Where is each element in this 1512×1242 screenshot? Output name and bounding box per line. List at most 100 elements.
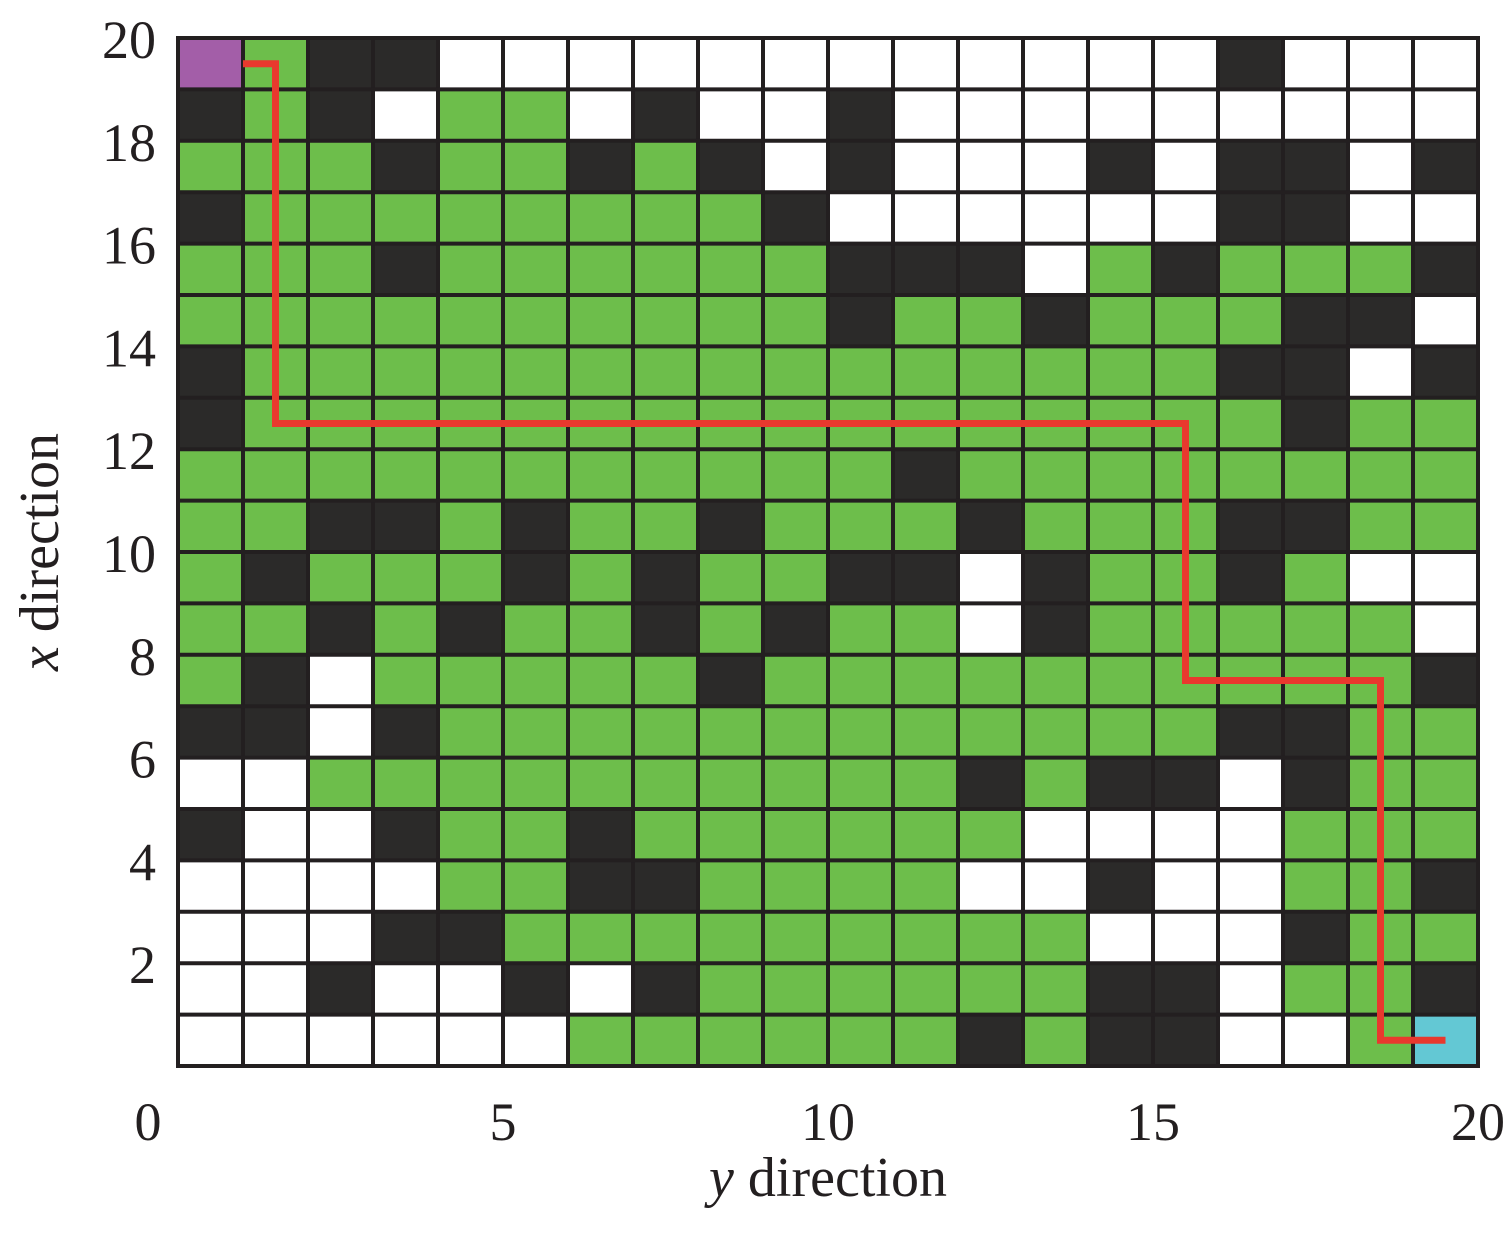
explored-cell	[698, 243, 764, 296]
explored-cell	[893, 809, 959, 861]
explored-cell	[893, 654, 959, 707]
free-cell	[1218, 89, 1284, 142]
free-cell	[1088, 38, 1154, 90]
x-tick-label: 10	[801, 1092, 855, 1152]
free-cell	[958, 552, 1024, 604]
explored-cell	[698, 346, 764, 399]
obstacle-cell	[373, 809, 439, 861]
free-cell	[243, 757, 309, 810]
explored-cell	[893, 500, 959, 553]
explored-cell	[633, 243, 699, 296]
free-cell	[503, 38, 569, 90]
free-cell	[373, 89, 439, 142]
obstacle-cell	[1153, 243, 1219, 296]
free-cell	[1413, 192, 1479, 245]
explored-cell	[243, 449, 309, 502]
obstacle-cell	[1153, 963, 1219, 1016]
obstacle-cell	[568, 809, 634, 861]
explored-cell	[178, 140, 244, 193]
explored-cell	[763, 757, 829, 810]
explored-cell	[438, 295, 504, 347]
explored-cell	[633, 140, 699, 193]
obstacle-cell	[178, 346, 244, 399]
free-cell	[1153, 89, 1219, 142]
explored-cell	[1023, 449, 1089, 502]
free-cell	[438, 1014, 504, 1067]
explored-cell	[568, 757, 634, 810]
obstacle-cell	[958, 757, 1024, 810]
explored-cell	[438, 192, 504, 245]
x-tick-label: 0	[135, 1092, 162, 1152]
x-axis-label-variable: y	[704, 1147, 734, 1209]
obstacle-cell	[1283, 911, 1349, 964]
free-cell	[1348, 140, 1414, 193]
obstacle-cell	[1088, 963, 1154, 1016]
obstacle-cell	[1218, 500, 1284, 553]
obstacle-cell	[1023, 552, 1089, 604]
free-cell	[1218, 911, 1284, 964]
obstacle-cell	[1413, 654, 1479, 707]
y-tick-label: 6	[129, 730, 156, 790]
explored-cell	[1283, 243, 1349, 296]
free-cell	[828, 192, 894, 245]
explored-cell	[698, 860, 764, 913]
free-cell	[763, 38, 829, 90]
x-axis-label: y direction	[704, 1147, 947, 1209]
free-cell	[1348, 346, 1414, 399]
obstacle-cell	[1283, 346, 1349, 399]
free-cell	[1153, 911, 1219, 964]
obstacle-cell	[373, 140, 439, 193]
free-cell	[958, 860, 1024, 913]
obstacle-cell	[1413, 243, 1479, 296]
obstacle-cell	[1218, 346, 1284, 399]
obstacle-cell	[1413, 860, 1479, 913]
free-cell	[1023, 860, 1089, 913]
obstacle-cell	[633, 603, 699, 656]
free-cell	[1023, 243, 1089, 296]
obstacle-cell	[1088, 757, 1154, 810]
obstacle-cell	[308, 38, 374, 90]
explored-cell	[828, 860, 894, 913]
explored-cell	[438, 89, 504, 142]
explored-cell	[308, 192, 374, 245]
free-cell	[958, 89, 1024, 142]
explored-cell	[828, 706, 894, 759]
start-cell	[178, 38, 244, 90]
obstacle-cell	[633, 963, 699, 1016]
free-cell	[698, 89, 764, 142]
explored-cell	[503, 706, 569, 759]
explored-cell	[698, 603, 764, 656]
obstacle-cell	[243, 706, 309, 759]
free-cell	[1088, 89, 1154, 142]
explored-cell	[568, 706, 634, 759]
explored-cell	[1088, 654, 1154, 707]
obstacle-cell	[958, 500, 1024, 553]
explored-cell	[1218, 397, 1284, 450]
y-tick-label: 10	[102, 524, 156, 584]
path-line	[243, 60, 1446, 1044]
obstacle-cell	[1283, 192, 1349, 245]
obstacle-cell	[1023, 295, 1089, 347]
free-cell	[1348, 89, 1414, 142]
explored-cell	[1153, 295, 1219, 347]
free-cell	[1413, 603, 1479, 656]
free-cell	[1153, 860, 1219, 913]
explored-cell	[763, 295, 829, 347]
obstacle-cell	[178, 89, 244, 142]
free-cell	[1218, 860, 1284, 913]
explored-cell	[828, 963, 894, 1016]
obstacle-cell	[1088, 860, 1154, 913]
explored-cell	[1283, 552, 1349, 604]
obstacle-cell	[1153, 1014, 1219, 1067]
free-cell	[893, 192, 959, 245]
obstacle-cell	[1348, 295, 1414, 347]
explored-cell	[763, 346, 829, 399]
free-cell	[958, 38, 1024, 90]
free-cell	[1088, 192, 1154, 245]
explored-cell	[568, 346, 634, 399]
explored-cell	[633, 346, 699, 399]
obstacle-cell	[1283, 397, 1349, 450]
obstacle-cell	[828, 140, 894, 193]
explored-cell	[438, 706, 504, 759]
free-cell	[308, 1014, 374, 1067]
